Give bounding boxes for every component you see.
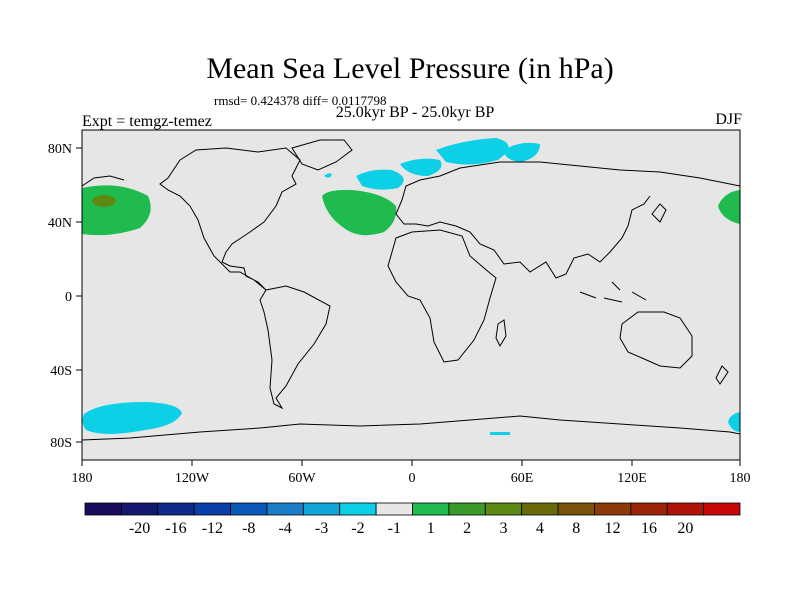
colorbar-swatch bbox=[230, 502, 268, 516]
colorbar-swatch bbox=[84, 502, 122, 516]
lon-tick-120e: 120E bbox=[617, 471, 647, 486]
lat-tick-0: 0 bbox=[65, 290, 72, 305]
lat-tick-80s: 80S bbox=[50, 436, 72, 451]
chart-title: Mean Sea Level Pressure (in hPa) bbox=[206, 52, 614, 85]
colorbar-swatch bbox=[193, 502, 231, 516]
colorbar-label: -3 bbox=[315, 520, 328, 537]
colorbar-swatch bbox=[630, 502, 668, 516]
ocean-background bbox=[82, 130, 740, 460]
lat-tick-40s: 40S bbox=[50, 364, 72, 379]
colorbar-swatch bbox=[448, 502, 486, 516]
north-atlantic-positive-patch bbox=[322, 189, 397, 236]
period-label: 25.0kyr BP - 25.0kyr BP bbox=[335, 104, 495, 121]
colorbar-label: 12 bbox=[605, 520, 621, 537]
colorbar bbox=[84, 502, 741, 516]
lat-tick-40n: 40N bbox=[48, 216, 72, 231]
colorbar-swatch bbox=[703, 502, 741, 516]
north-pacific-core-patch bbox=[92, 195, 116, 207]
arctic-negative-patch bbox=[324, 138, 540, 190]
colorbar-labels: -20 -16 -12 -8 -4 -3 -2 -1 1 2 3 4 8 12 16 20 bbox=[129, 520, 693, 537]
lat-tick-80n: 80N bbox=[48, 142, 72, 157]
coastlines bbox=[81, 139, 741, 441]
colorbar-label: -1 bbox=[388, 520, 401, 537]
colorbar-label: -4 bbox=[278, 520, 291, 537]
lon-tick-0: 0 bbox=[409, 471, 416, 486]
colorbar-swatch bbox=[666, 502, 705, 516]
lon-tick-60w: 60W bbox=[288, 471, 316, 486]
season-label: DJF bbox=[715, 111, 742, 128]
lon-tick-180w: 180 bbox=[72, 471, 93, 486]
colorbar-label: -12 bbox=[202, 520, 223, 537]
lon-tick-180e: 180 bbox=[730, 471, 751, 486]
colorbar-swatch bbox=[594, 502, 632, 516]
colorbar-swatch bbox=[412, 502, 450, 516]
southern-ocean-small-negative-patch bbox=[490, 432, 510, 435]
colorbar-label: -2 bbox=[351, 520, 364, 537]
nw-pacific-positive-patch bbox=[718, 190, 740, 224]
colorbar-swatch bbox=[302, 502, 341, 516]
colorbar-label: 8 bbox=[572, 520, 580, 537]
south-pacific-negative-patch bbox=[82, 402, 182, 434]
colorbar-label: 3 bbox=[499, 520, 507, 537]
colorbar-swatch bbox=[157, 502, 195, 516]
colorbar-label: -8 bbox=[242, 520, 255, 537]
colorbar-swatch bbox=[375, 502, 413, 516]
colorbar-label: 2 bbox=[463, 520, 471, 537]
colorbar-swatch bbox=[339, 502, 377, 516]
colorbar-swatch bbox=[266, 502, 304, 516]
colorbar-swatch bbox=[557, 502, 595, 516]
colorbar-label: 16 bbox=[641, 520, 657, 537]
colorbar-swatch bbox=[484, 502, 523, 516]
tick-marks bbox=[76, 147, 741, 466]
map-frame bbox=[81, 129, 741, 461]
colorbar-swatch bbox=[521, 502, 559, 516]
lon-tick-120w: 120W bbox=[175, 471, 210, 486]
north-pacific-positive-patch bbox=[82, 185, 151, 236]
experiment-label: Expt = temgz-temez bbox=[82, 113, 212, 130]
colorbar-label: 1 bbox=[427, 520, 435, 537]
southern-ocean-east-negative-patch bbox=[728, 412, 740, 432]
colorbar-swatch bbox=[120, 502, 159, 516]
lon-tick-60e: 60E bbox=[511, 471, 534, 486]
colorbar-label: 4 bbox=[536, 520, 544, 537]
colorbar-label: -20 bbox=[129, 520, 150, 537]
rmsd-diff-stats: rmsd= 0.424378 diff= 0.0117798 bbox=[214, 93, 387, 108]
colorbar-label: -16 bbox=[165, 520, 186, 537]
colorbar-label: 20 bbox=[677, 520, 693, 537]
